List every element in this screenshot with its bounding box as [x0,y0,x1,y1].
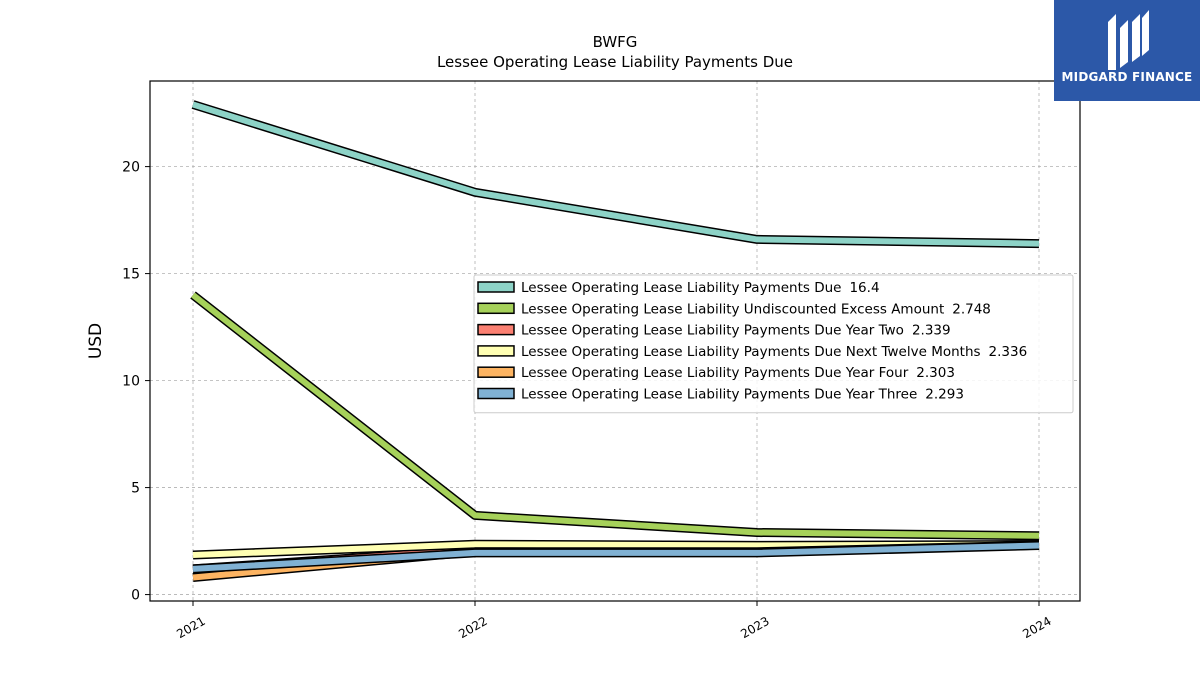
x-tick-label: 2022 [456,614,489,641]
x-tick-label: 2024 [1020,614,1053,641]
legend-label: Lessee Operating Lease Liability Payment… [521,280,880,296]
series-line [191,292,1040,539]
y-tick-label: 20 [122,160,140,176]
y-tick-label: 10 [122,374,140,390]
legend-label: Lessee Operating Lease Liability Payment… [521,387,964,403]
legend-label: Lessee Operating Lease Liability Undisco… [521,301,991,317]
logo-text: MIDGARD FINANCE [1061,70,1193,84]
legend-label: Lessee Operating Lease Liability Payment… [521,323,951,339]
series-line [192,542,1040,572]
series-line [192,101,1040,247]
y-tick-label: 5 [131,481,140,497]
chart-title: BWFG [593,33,638,51]
y-axis-label: USD [86,323,106,359]
plot-frame [149,80,1081,602]
x-tick-label: 2021 [174,614,207,641]
y-axis: 0 5 10 15 20 [122,160,150,604]
legend-label: Lessee Operating Lease Liability Payment… [521,365,955,381]
y-tick-label: 15 [122,267,140,283]
brand-logo: MIDGARD FINANCE [1054,0,1200,101]
logo-mark-icon [1108,10,1149,70]
legend-box [473,274,1074,414]
legend-swatch [477,345,515,357]
x-tick-label: 2023 [738,614,771,641]
legend-swatch [477,302,515,315]
legend-swatch [477,323,515,336]
legend-label: Lessee Operating Lease Liability Payment… [521,344,1027,360]
series-layer [190,100,1040,582]
y-tick-label: 0 [131,588,140,604]
legend-swatch [477,366,515,378]
legend: Lessee Operating Lease Liability Payment… [473,274,1074,414]
legend-swatch [477,387,515,400]
legend-swatch [477,281,515,293]
series-line-outline [191,100,1040,249]
x-axis: 2021 2022 2023 2024 [174,601,1054,641]
chart-subtitle: Lessee Operating Lease Liability Payment… [437,53,793,71]
